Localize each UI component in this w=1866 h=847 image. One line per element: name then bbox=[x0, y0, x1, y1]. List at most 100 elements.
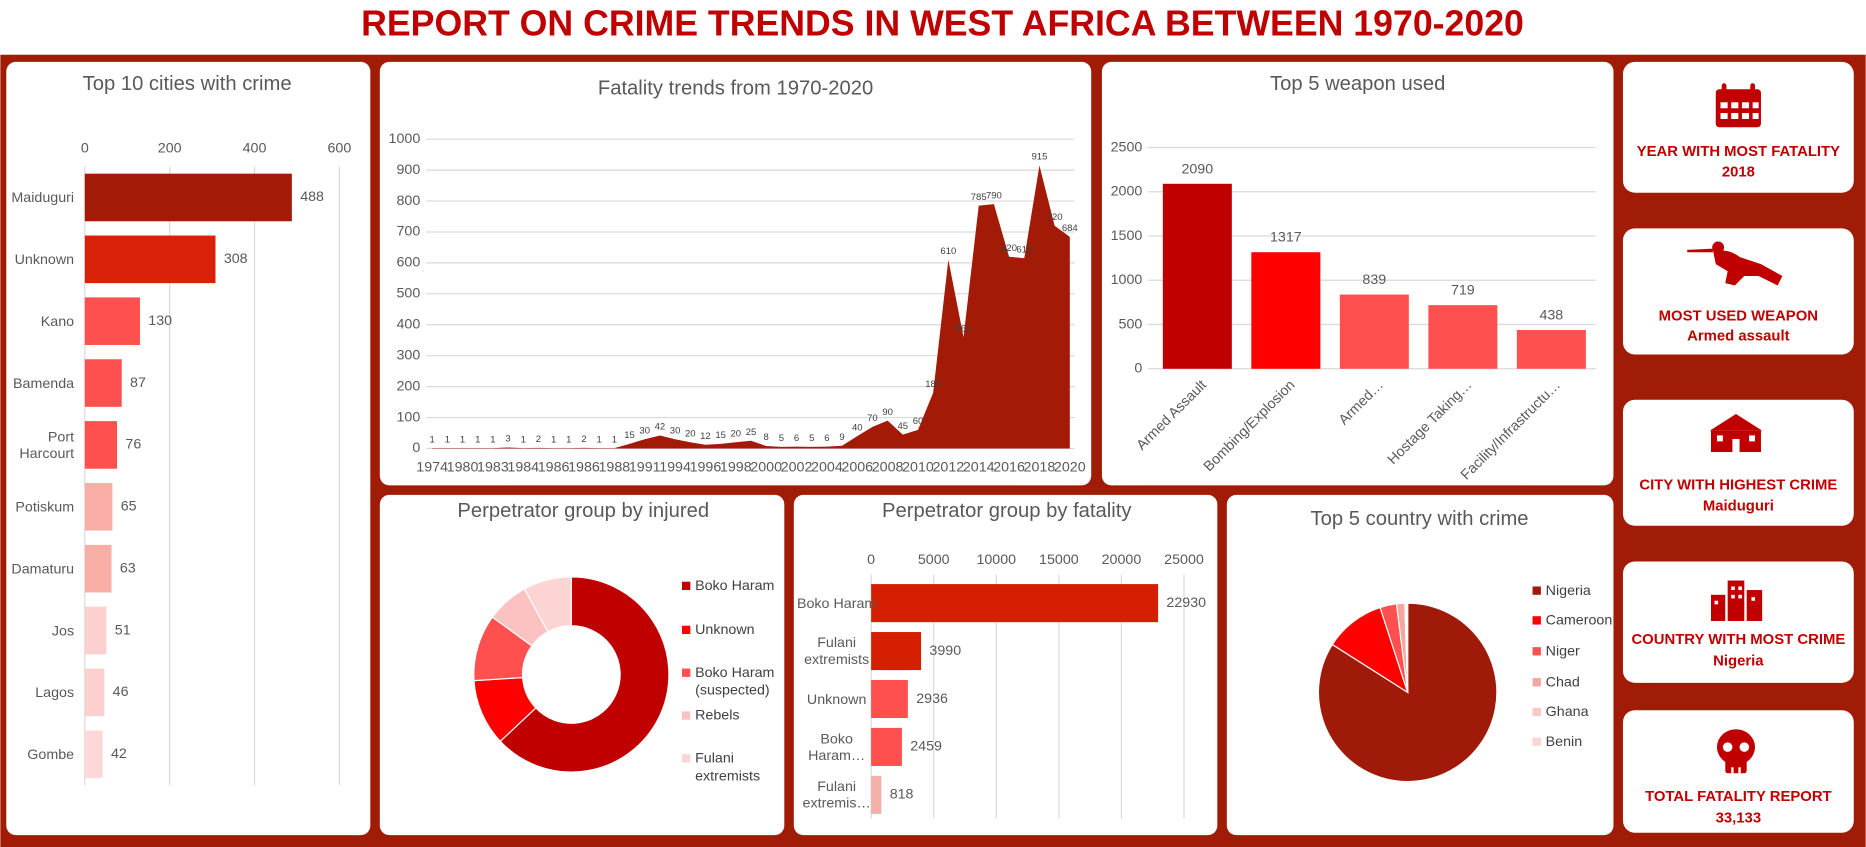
y-tick-label: 1000 bbox=[1111, 272, 1143, 288]
chart-title: Fatality trends from 1970-2020 bbox=[598, 78, 873, 100]
data-label: 684 bbox=[1062, 223, 1078, 234]
y-tick-label: 0 bbox=[1134, 361, 1142, 377]
x-tick-label: 1991 bbox=[629, 459, 661, 475]
data-label: 15 bbox=[624, 430, 635, 441]
x-tick-label: 2000 bbox=[750, 459, 782, 475]
y-tick-label-box: Lagos bbox=[35, 684, 74, 701]
data-label: 20 bbox=[685, 428, 696, 439]
legend-label-box: Benin bbox=[1546, 733, 1583, 750]
legend-swatch bbox=[681, 581, 691, 591]
y-tick-label: 500 bbox=[1119, 316, 1143, 332]
kpi-value: 33,133 bbox=[1716, 810, 1761, 826]
data-label: 2090 bbox=[1181, 161, 1213, 177]
y-tick-label: 2000 bbox=[1111, 184, 1143, 200]
bar bbox=[1428, 305, 1498, 369]
data-label: 360 bbox=[956, 323, 972, 334]
x-tick-label: 1998 bbox=[720, 459, 752, 475]
legend-swatch bbox=[1532, 616, 1541, 625]
x-tick-label: 1980 bbox=[447, 459, 479, 475]
bar bbox=[871, 727, 902, 766]
data-label: 76 bbox=[125, 437, 141, 453]
bar bbox=[84, 235, 216, 284]
data-label: 2 bbox=[581, 434, 586, 445]
kpi-label: CITY WITH HIGHEST CRIME bbox=[1639, 477, 1837, 493]
data-label: 90 bbox=[882, 407, 893, 418]
y-tick-label: 800 bbox=[396, 193, 420, 209]
y-tick-label: Jos bbox=[51, 622, 75, 639]
data-label: 1 bbox=[597, 434, 602, 445]
bar bbox=[1339, 294, 1409, 369]
x-tick-label: 1986 bbox=[538, 459, 570, 475]
legend-label-box: Nigeria bbox=[1545, 581, 1591, 599]
x-tick-label: 2006 bbox=[841, 459, 873, 475]
legend-swatch bbox=[1532, 586, 1541, 595]
data-label: 1 bbox=[475, 434, 480, 445]
area bbox=[432, 165, 1070, 449]
data-label: 1 bbox=[460, 434, 465, 445]
kpi-value: Maiduguri bbox=[1703, 499, 1774, 515]
y-tick-label: Bamenda bbox=[12, 374, 75, 392]
y-tick-label-box: Maiduguri bbox=[11, 189, 75, 206]
y-tick-label-box: Fulani extremists bbox=[804, 634, 869, 667]
data-label: 818 bbox=[890, 787, 914, 803]
y-tick-label: 100 bbox=[396, 409, 420, 425]
data-label: 785 bbox=[971, 192, 987, 203]
data-label: 615 bbox=[1016, 244, 1032, 255]
header-band bbox=[0, 0, 1866, 55]
legend-label: Nigeria bbox=[1545, 581, 1591, 599]
city-icon bbox=[1711, 580, 1763, 621]
data-label: 6 bbox=[824, 433, 829, 444]
data-label: 1 bbox=[430, 434, 435, 445]
bar bbox=[84, 482, 113, 531]
legend-swatch bbox=[1532, 707, 1541, 717]
chart-title: Perpetrator group by injured bbox=[457, 500, 709, 522]
data-label: 720 bbox=[1047, 212, 1063, 223]
y-tick-label: Port Harcourt bbox=[19, 428, 75, 462]
legend-label: Fulani extremists bbox=[695, 749, 761, 784]
kpi-label: COUNTRY WITH MOST CRIME bbox=[1631, 632, 1845, 648]
x-tick-label: 1988 bbox=[598, 459, 630, 475]
data-label: 5 bbox=[779, 433, 784, 444]
y-tick-label: Maiduguri bbox=[11, 189, 75, 206]
kpi-card bbox=[1622, 561, 1854, 683]
kpi-card bbox=[1622, 228, 1854, 355]
kpi-value: Nigeria bbox=[1713, 653, 1764, 669]
y-tick-label-box: Bamenda bbox=[12, 374, 75, 392]
bar bbox=[1516, 330, 1586, 369]
data-label: 3 bbox=[505, 434, 510, 445]
legend-label-box: Boko Haram bbox=[695, 576, 775, 594]
slice bbox=[1405, 602, 1409, 693]
y-tick-label: 300 bbox=[396, 347, 420, 363]
skull-icon bbox=[1716, 729, 1756, 774]
legend-label: Cameroon bbox=[1545, 611, 1613, 629]
data-label: 915 bbox=[1032, 152, 1048, 163]
y-tick-label-box: Kano bbox=[41, 313, 74, 330]
calendar-icon bbox=[1715, 83, 1761, 128]
kpi-icons bbox=[1687, 83, 1783, 774]
y-tick-label: 700 bbox=[396, 224, 420, 240]
bar bbox=[84, 359, 122, 407]
y-tick-label: 900 bbox=[396, 162, 420, 178]
chart-title: Top 10 cities with crime bbox=[83, 73, 292, 95]
bar bbox=[84, 606, 107, 655]
data-label: 63 bbox=[120, 560, 136, 576]
data-label: 42 bbox=[111, 746, 127, 762]
data-label: 6 bbox=[794, 433, 799, 444]
data-label: 9 bbox=[839, 432, 844, 443]
legend-label: Boko Haram bbox=[695, 576, 775, 594]
bar bbox=[871, 775, 882, 814]
card bbox=[379, 494, 785, 836]
y-tick-label: Boko Haram… bbox=[808, 730, 866, 764]
data-label: 130 bbox=[148, 313, 172, 329]
data-label: 1317 bbox=[1270, 230, 1302, 246]
data-label: 308 bbox=[224, 251, 248, 267]
y-tick-label: 600 bbox=[396, 255, 420, 271]
y-tick-label-box: Jos bbox=[51, 622, 75, 639]
legend-label-box: Niger bbox=[1546, 642, 1580, 659]
legend-label-box: Unknown bbox=[695, 621, 755, 638]
data-label: 5 bbox=[809, 433, 814, 444]
data-label: 488 bbox=[300, 189, 324, 205]
chart-title: Top 5 weapon used bbox=[1270, 73, 1445, 95]
legend-label: Ghana bbox=[1545, 703, 1589, 720]
y-tick-label-box: Unknown bbox=[15, 251, 75, 268]
